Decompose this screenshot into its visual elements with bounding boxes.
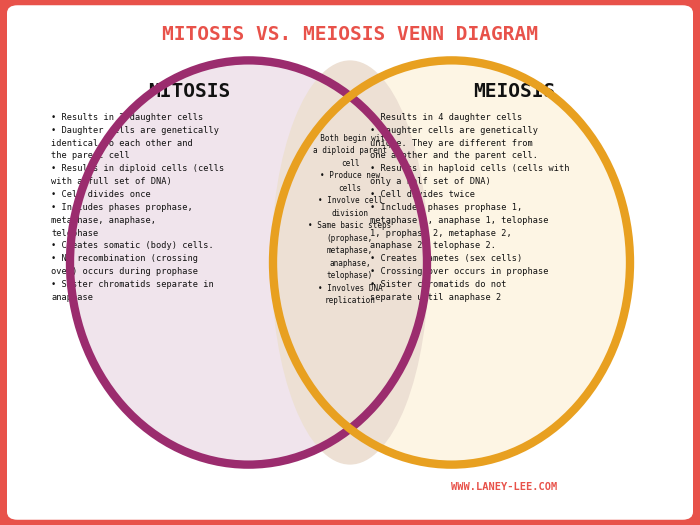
Text: WWW.LANEY-LEE.COM: WWW.LANEY-LEE.COM	[451, 482, 557, 492]
Text: MEIOSIS: MEIOSIS	[473, 82, 556, 101]
Text: • Results in 2 daughter cells
• Daughter cells are genetically
identical to each: • Results in 2 daughter cells • Daughter…	[51, 113, 224, 302]
Text: • Both begin with
a diploid parent
cell
• Produce new
cells
• Involve cell
divis: • Both begin with a diploid parent cell …	[309, 134, 391, 306]
Ellipse shape	[272, 60, 428, 465]
Text: • Results in 4 daughter cells
• Daughter cells are genetically
unique. They are : • Results in 4 daughter cells • Daughter…	[370, 113, 569, 302]
Text: MITOSIS VS. MEIOSIS VENN DIAGRAM: MITOSIS VS. MEIOSIS VENN DIAGRAM	[162, 25, 538, 44]
Ellipse shape	[70, 60, 427, 465]
Ellipse shape	[273, 60, 630, 465]
Text: MITOSIS: MITOSIS	[148, 82, 230, 101]
